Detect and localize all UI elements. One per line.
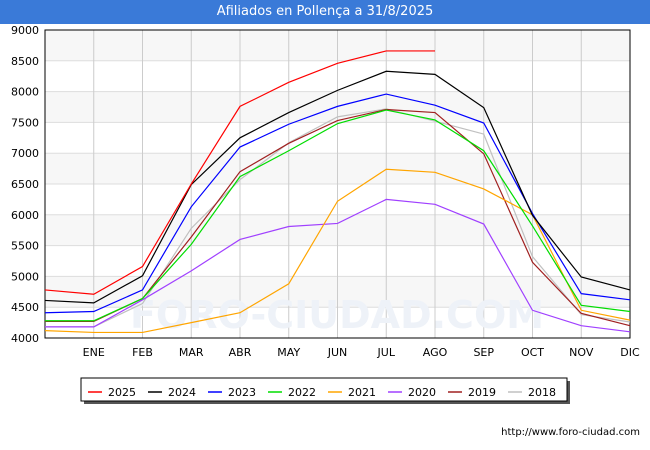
- plot-border: [44, 29, 631, 339]
- legend-label-2018: 2018: [528, 386, 556, 399]
- series-line-2023: [44, 93, 631, 314]
- x-tick-label: DIC: [620, 346, 640, 359]
- series-line-2020: [45, 198, 631, 333]
- x-tick-label: JUN: [327, 346, 348, 359]
- chart-title: Afiliados en Pollença a 31/8/2025: [0, 0, 650, 24]
- legend-label-2020: 2020: [408, 386, 436, 399]
- series-line-2022: [45, 109, 631, 322]
- y-tick-label: 7500: [11, 116, 39, 129]
- y-tick-label: 6000: [11, 209, 39, 222]
- legend-label-2019: 2019: [468, 386, 496, 399]
- series-line-2025: [44, 50, 435, 295]
- y-tick-label: 8000: [11, 86, 39, 99]
- y-tick-label: 8500: [11, 55, 39, 68]
- legend-label-2025: 2025: [108, 386, 136, 399]
- y-tick-label: 9000: [11, 24, 39, 37]
- x-tick-label: JUL: [377, 346, 396, 359]
- legend-label-2023: 2023: [228, 386, 256, 399]
- series-line-2024: [44, 70, 631, 304]
- source-url[interactable]: http://www.foro-ciudad.com: [501, 427, 640, 438]
- y-tick-label: 5500: [11, 240, 39, 253]
- x-tick-label: MAY: [277, 346, 300, 359]
- x-tick-label: MAR: [179, 346, 204, 359]
- x-tick-label: AGO: [423, 346, 448, 359]
- x-tick-label: SEP: [473, 346, 494, 359]
- legend-box: [80, 377, 568, 402]
- x-tick-label: FEB: [132, 346, 153, 359]
- y-tick-label: 4500: [11, 301, 39, 314]
- x-tick-label: NOV: [569, 346, 594, 359]
- x-tick-label: ENE: [83, 346, 105, 359]
- y-tick-label: 7000: [11, 147, 39, 160]
- legend-label-2022: 2022: [288, 386, 316, 399]
- legend-label-2024: 2024: [168, 386, 196, 399]
- legend-label-2021: 2021: [348, 386, 376, 399]
- y-tick-label: 5000: [11, 270, 39, 283]
- series-line-2018: [45, 108, 631, 328]
- y-tick-label: 6500: [11, 178, 39, 191]
- x-tick-label: ABR: [229, 346, 252, 359]
- x-tick-label: OCT: [521, 346, 544, 359]
- y-tick-label: 4000: [11, 332, 39, 345]
- watermark: FORO-CIUDAD.COM: [130, 293, 544, 337]
